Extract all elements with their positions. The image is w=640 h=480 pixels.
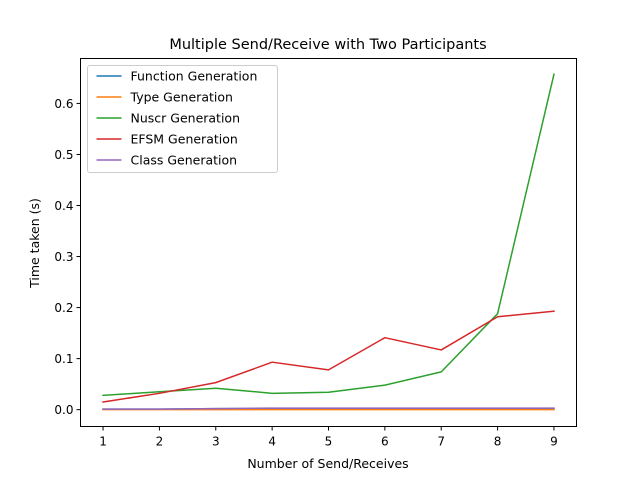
legend: Function Generation Type Generation Nuscr … [87,65,278,173]
x-tick-label: 8 [494,435,502,449]
x-tick-label: 5 [325,435,333,449]
x-tick-label: 9 [550,435,558,449]
y-tick-label: 0.0 [54,403,73,417]
y-axis-label: Time taken (s) [27,198,42,289]
series-lines [102,73,555,411]
x-tick-label: 7 [437,435,445,449]
x-tick-label: 2 [156,435,164,449]
x-tick-label: 1 [99,435,107,449]
y-tick-label: 0.4 [54,199,73,213]
legend-label: Type Generation [130,90,233,105]
y-tick-label: 0.5 [54,148,73,162]
series-line-3 [102,310,555,403]
legend-label: Nuscr Generation [131,111,241,126]
plot-frame [80,58,577,427]
legend-frame [87,65,278,173]
y-tick-label: 0.3 [54,250,73,264]
x-tick-label: 4 [268,435,276,449]
chart-title: Multiple Send/Receive with Two Participa… [169,37,486,53]
y-tick-label: 0.1 [54,352,73,366]
legend-label: Function Generation [131,69,258,84]
legend-label: Class Generation [131,153,238,168]
x-tick-label: 6 [381,435,389,449]
x-axis-ticks: 1 2 3 4 5 6 7 8 9 [99,426,558,449]
x-axis-label: Number of Send/Receives [247,456,408,471]
y-tick-label: 0.2 [54,301,73,315]
x-tick-label: 3 [212,435,220,449]
legend-label: EFSM Generation [131,132,238,147]
series-line-4 [102,407,555,410]
series-line-2 [102,73,555,397]
y-axis-ticks: 0.0 0.1 0.2 0.3 0.4 0.5 0.6 [54,97,81,417]
y-tick-label: 0.6 [54,97,73,111]
